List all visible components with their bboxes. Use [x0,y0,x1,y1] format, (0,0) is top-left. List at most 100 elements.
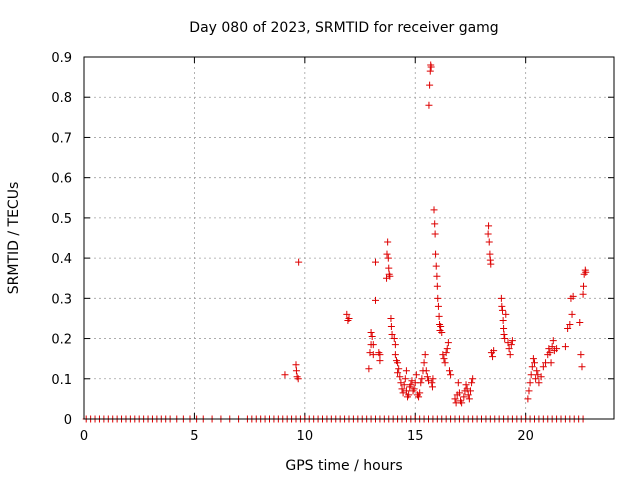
data-point [369,351,377,359]
data-point [402,387,410,395]
data-point [501,335,509,343]
data-point [432,262,440,270]
data-point [490,347,498,355]
data-point [368,333,376,341]
data-point [372,296,379,304]
chart-title: Day 080 of 2023, SRMTID for receiver gam… [189,20,498,36]
data-point [295,258,303,266]
data-point [553,345,561,353]
data-point [385,264,393,272]
data-point [569,292,577,300]
data-point [386,272,394,280]
data-point [434,302,442,310]
data-point [369,341,377,349]
data-point [462,381,470,389]
data-point [417,379,425,387]
data-point [376,357,384,365]
data-point [579,290,587,298]
data-point [376,351,384,359]
data-point [454,379,462,387]
x-tick-label: 5 [190,429,198,444]
data-point [577,351,585,359]
data-point [426,81,434,89]
data-point [292,367,300,375]
data-point [428,379,436,387]
y-tick-label: 0.2 [51,333,72,348]
data-point [433,272,441,280]
data-point [440,355,448,363]
data-point [345,314,353,322]
data-point [398,385,406,393]
x-tick-label: 0 [80,429,88,444]
data-point [438,329,446,337]
data-point [502,310,510,318]
y-tick-label: 0.5 [51,212,72,227]
data-point [582,268,590,276]
data-point [431,230,439,238]
y-tick-label: 0.4 [51,252,72,267]
data-point [539,363,547,371]
data-point [437,322,445,330]
data-point [498,302,506,310]
data-point [410,385,418,393]
data-point [372,258,379,266]
data-point [421,351,429,359]
data-point [537,373,545,381]
data-point [407,381,415,389]
data-point [528,363,536,371]
data-point [532,375,540,383]
data-point [455,389,463,397]
data-point [418,375,426,383]
x-tick-label: 15 [407,429,424,444]
data-point [423,373,431,381]
y-tick-label: 0.7 [51,131,72,146]
data-point [447,371,455,379]
y-tick-labels: 0 0.1 0.2 0.3 0.4 0.5 0.6 0.7 0.8 0.9 [51,51,72,428]
data-point [460,393,468,401]
grid-lines [84,57,614,419]
data-point [469,375,477,383]
data-point [390,335,398,343]
data-point [578,363,586,371]
data-point [458,399,466,407]
data-point [441,359,449,367]
y-tick-label: 0 [64,413,72,428]
data-point [529,355,537,363]
data-point [466,387,474,395]
data-point [531,359,538,367]
data-point [499,316,507,324]
y-tick-label: 0.3 [51,292,72,307]
data-point [487,260,495,268]
data-point [402,367,410,375]
data-point [412,371,420,379]
data-point [433,282,441,290]
data-point [533,367,541,375]
x-tick-label: 20 [517,429,534,444]
y-tick-label: 0.9 [51,51,72,66]
data-point [294,375,302,383]
data-point [292,361,300,369]
data-point [484,230,492,238]
data-point [426,67,434,75]
data-point [401,375,409,383]
data-point [566,320,574,328]
data-point [464,391,472,399]
data-point [425,101,433,109]
data-point [435,312,443,320]
data-point [497,294,505,302]
data-point [383,250,391,258]
data-point [505,345,513,353]
plot-frame [83,56,615,420]
data-point [525,387,533,395]
data-point [485,238,493,246]
y-axis-label: SRMTID / TECUs [6,182,22,295]
data-point [445,367,453,375]
data-point [548,343,556,351]
data-point [420,359,428,367]
data-point [365,365,373,373]
data-point [506,351,514,359]
data-point [281,371,289,379]
data-point [434,294,442,302]
data-point [444,339,452,347]
